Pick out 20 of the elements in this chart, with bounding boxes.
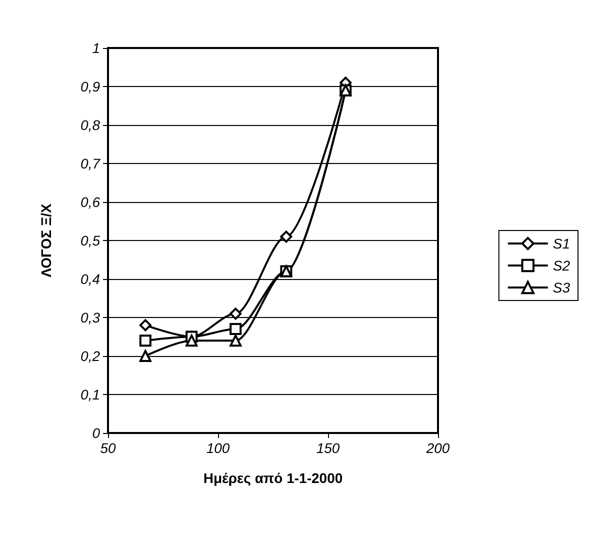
y-tick-label: 0 [92, 425, 100, 441]
x-tick-label: 50 [100, 440, 116, 456]
y-tick-label: 0,6 [80, 194, 100, 210]
x-tick-label: 150 [316, 440, 340, 456]
legend-label: S1 [552, 236, 570, 252]
x-tick-label: 200 [425, 440, 450, 456]
y-tick-label: 1 [92, 40, 100, 56]
y-tick-label: 0,4 [80, 271, 100, 287]
y-tick-label: 0,5 [80, 232, 100, 248]
y-tick-label: 0,9 [80, 78, 100, 94]
y-tick-label: 0,3 [80, 310, 100, 326]
y-tick-label: 0,1 [80, 386, 100, 402]
y-tick-label: 0,7 [80, 156, 102, 172]
legend-label: S3 [552, 280, 570, 296]
y-tick-label: 0,2 [80, 348, 100, 364]
y-tick-label: 0,8 [80, 117, 100, 133]
legend-label: S2 [552, 258, 570, 274]
y-axis-title: ΛΟΓΟΣ Ξ/Χ [38, 202, 54, 278]
x-axis-title: Ημέρες από 1-1-2000 [203, 470, 343, 486]
x-tick-label: 100 [206, 440, 230, 456]
